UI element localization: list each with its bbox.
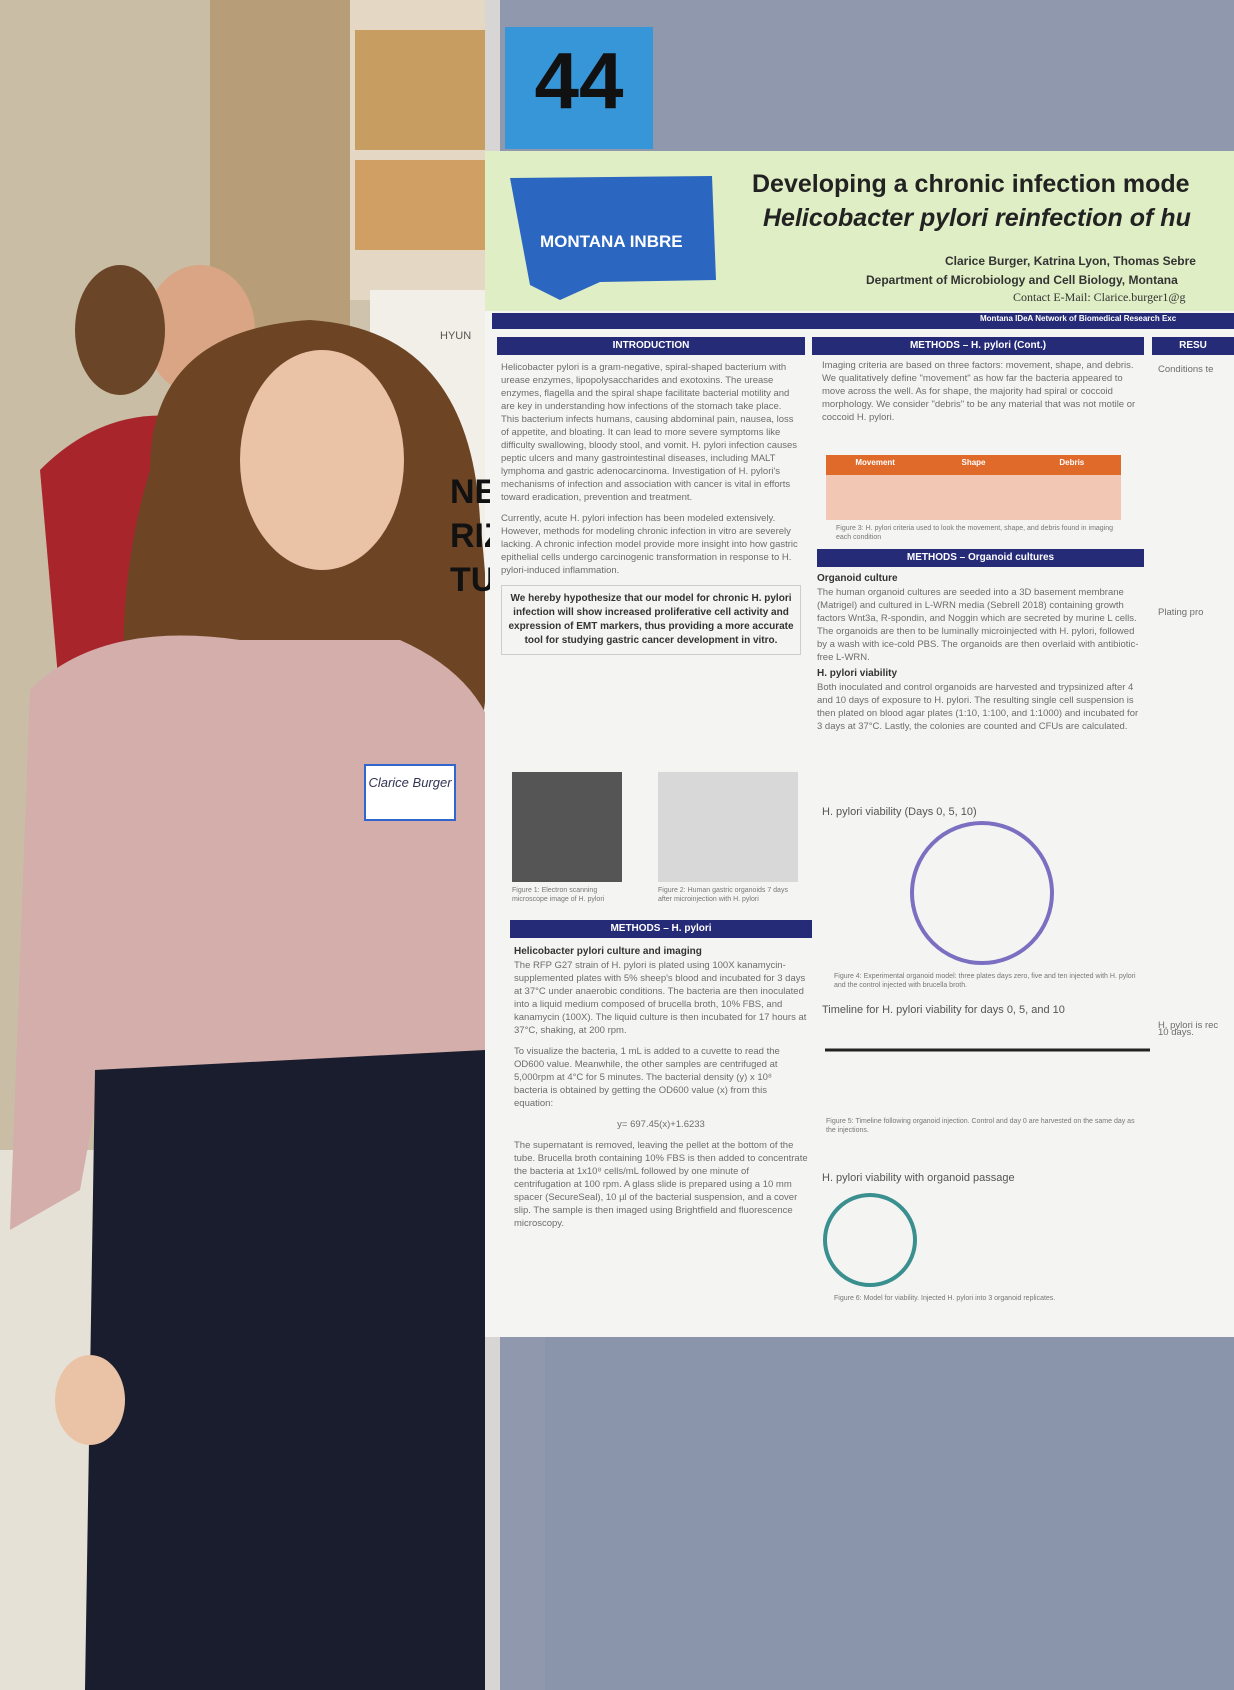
department: Department of Microbiology and Cell Biol… (866, 273, 1178, 287)
section-heading: INTRODUCTION (497, 337, 805, 355)
section-heading: RESU (1152, 337, 1234, 355)
methods-org: METHODS – Organoid cultures Organoid cul… (817, 549, 1144, 809)
section-heading: METHODS – H. pylori (510, 920, 812, 938)
diagram-label: H. pylori viability (Days 0, 5, 10) (822, 806, 977, 818)
caption: Figure 1: Electron scanning microscope i… (512, 887, 605, 903)
paragraph: The human organoid cultures are seeded i… (817, 587, 1139, 663)
results-text: Conditions te (1158, 364, 1214, 375)
subheading: Helicobacter pylori culture and imaging (514, 946, 702, 957)
banner: NEW RIZ TU (450, 470, 490, 602)
paragraph: The RFP G27 strain of H. pylori is plate… (514, 960, 807, 1036)
contact: Contact E-Mail: Clarice.burger1@g (1013, 290, 1186, 304)
caption: Figure 3: H. pylori criteria used to loo… (836, 525, 1114, 541)
network: Montana IDeA Network of Biomedical Resea… (980, 314, 1177, 323)
caption: Figure 6: Model for viability. Injected … (834, 1295, 1056, 1302)
paragraph: Both inoculated and control organoids ar… (817, 682, 1139, 732)
subheading: Organoid culture (817, 573, 898, 584)
methods-cont: METHODS – H. pylori (Cont.) Imaging crit… (812, 337, 1144, 457)
title-line-1: Developing a chronic infection mode (752, 170, 1190, 198)
subheading: H. pylori viability (817, 668, 898, 679)
name-tag (364, 764, 456, 821)
paragraph: To visualize the bacteria, 1 mL is added… (514, 1046, 780, 1109)
diagram-label: Timeline for H. pylori viability for day… (822, 1004, 1065, 1016)
banner-brand: HYUN (440, 330, 472, 342)
banner-text: RIZ (450, 517, 490, 555)
methods-hp: METHODS – H. pylori Helicobacter pylori … (510, 920, 812, 1320)
title-line-2: Helicobacter pylori reinfection of hu (763, 204, 1191, 232)
banner-text: TU (450, 561, 490, 599)
results: RESU Conditions te Plating pro H. pylori… (1152, 337, 1234, 1039)
section-heading: METHODS – H. pylori (Cont.) (812, 337, 1144, 355)
results-text: 10 days. (1158, 1027, 1194, 1038)
table-header: Movement (855, 458, 895, 467)
results-text: H. pylori is rec (1158, 1020, 1219, 1031)
logo: MONTANA INBRE (540, 232, 683, 251)
table-header: Debris (1059, 458, 1085, 467)
card-number: 44 (534, 36, 624, 125)
diagram-label: H. pylori viability with organoid passag… (822, 1172, 1015, 1184)
equation: y= 697.45(x)+1.6233 (617, 1119, 705, 1130)
hypothesis: We hereby hypothesize that our model for… (501, 585, 801, 655)
section-heading: METHODS – Organoid cultures (817, 549, 1144, 567)
caption: Figure 4: Experimental organoid model: t… (834, 973, 1136, 989)
banner-text: NEW (450, 473, 490, 511)
caption: Figure 5: Timeline following organoid in… (826, 1118, 1135, 1134)
caption: Figure 2: Human gastric organoids 7 days… (658, 887, 788, 903)
name-tag-text: Clarice Burger (368, 775, 452, 790)
paragraph: Helicobacter pylori is a gram-negative, … (501, 362, 798, 503)
authors: Clarice Burger, Katrina Lyon, Thomas Seb… (945, 254, 1196, 268)
intro-column: INTRODUCTION Helicobacter pylori is a gr… (497, 337, 805, 1247)
results-text: Plating pro (1158, 607, 1204, 618)
paragraph: Currently, acute H. pylori infection has… (501, 513, 798, 576)
criteria-table: Movement Shape Debris (826, 458, 1121, 467)
paragraph: The supernatant is removed, leaving the … (514, 1140, 808, 1229)
paragraph: Imaging criteria are based on three fact… (822, 360, 1136, 423)
table-header: Shape (961, 458, 986, 467)
